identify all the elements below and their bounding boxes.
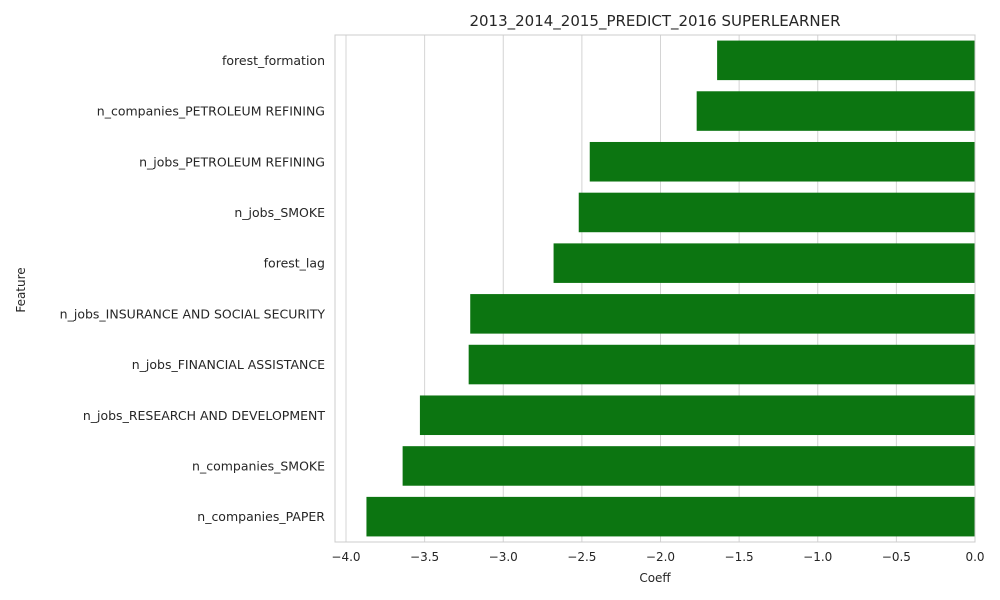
bar	[578, 192, 975, 233]
plot-frame	[334, 34, 976, 543]
bar	[717, 40, 975, 81]
x-tick-labels: −4.0 −3.5 −3.0 −2.5 −2.0 −1.5 −1.0 −0.5 0.0	[331, 550, 984, 564]
bars	[366, 40, 975, 537]
x-axis-label: Coeff	[639, 571, 671, 585]
y-tick-label: n_companies_PETROLEUM REFINING	[97, 104, 325, 119]
bar	[553, 243, 975, 283]
bar	[366, 496, 975, 537]
y-tick-label: forest_lag	[264, 256, 325, 271]
x-tick-label: −2.5	[567, 550, 596, 564]
y-tick-label: n_jobs_FINANCIAL ASSISTANCE	[132, 357, 325, 372]
y-axis-label: Feature	[14, 267, 28, 312]
y-tick-label: n_jobs_PETROLEUM REFINING	[139, 154, 325, 169]
y-tick-label: n_companies_SMOKE	[192, 458, 325, 473]
bar	[468, 344, 975, 385]
bar	[419, 395, 975, 436]
y-tick-label: forest_formation	[222, 53, 325, 68]
bar	[402, 446, 975, 486]
y-tick-label: n_companies_PAPER	[197, 509, 325, 524]
y-tick-label: n_jobs_RESEARCH AND DEVELOPMENT	[83, 408, 326, 423]
x-tick-label: −2.0	[646, 550, 675, 564]
bar	[589, 141, 975, 182]
y-tick-labels: forest_formation n_companies_PETROLEUM RE…	[60, 53, 326, 524]
x-tick-label: −0.5	[882, 550, 911, 564]
x-tick-label: −3.0	[489, 550, 518, 564]
x-tick-label: −4.0	[331, 550, 360, 564]
chart-title: 2013_2014_2015_PREDICT_2016 SUPERLEARNER	[469, 12, 840, 31]
y-tick-label: n_jobs_SMOKE	[234, 205, 325, 220]
bar	[696, 91, 975, 131]
x-tick-label: −1.0	[803, 550, 832, 564]
x-tick-label: −1.5	[725, 550, 754, 564]
x-tick-label: 0.0	[965, 550, 984, 564]
y-tick-label: n_jobs_INSURANCE AND SOCIAL SECURITY	[60, 306, 326, 321]
bar	[470, 294, 975, 334]
x-tick-label: −3.5	[410, 550, 439, 564]
